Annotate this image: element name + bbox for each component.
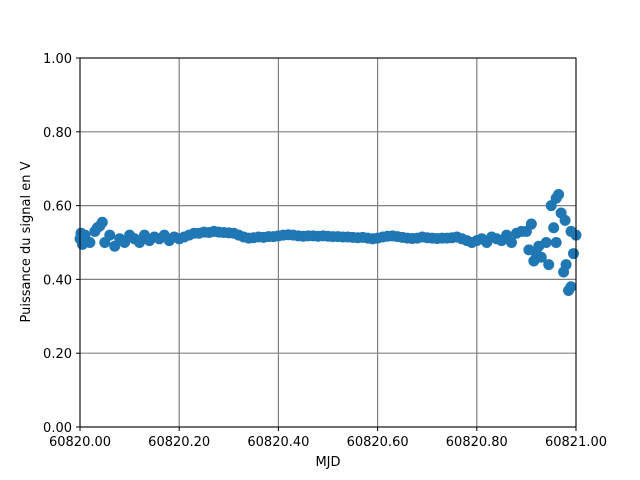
y-tick-label: 0.40 xyxy=(43,273,72,288)
ticks: 60820.00 60820.20 60820.40 60820.60 60820.80… xyxy=(43,52,607,450)
data-point xyxy=(543,259,555,271)
y-tick-label: 0.60 xyxy=(43,200,72,215)
data-point xyxy=(525,218,537,230)
points xyxy=(74,189,582,296)
data-point xyxy=(76,238,88,250)
data-point xyxy=(565,225,577,237)
plot-frame xyxy=(79,57,577,428)
y-axis-label: Puissance du signal en V xyxy=(19,161,34,322)
x-tick-label: 60820.20 xyxy=(148,435,210,450)
data-point xyxy=(568,248,580,260)
data-point xyxy=(523,244,535,256)
data-point xyxy=(104,229,116,241)
data-point xyxy=(559,214,571,226)
data-point xyxy=(91,222,103,234)
y-tick-label: 0.00 xyxy=(43,421,72,436)
data-point xyxy=(533,240,545,252)
x-tick-label: 60820.60 xyxy=(347,435,409,450)
data-point xyxy=(563,284,575,296)
data-point xyxy=(558,266,570,278)
x-axis-label: MJD xyxy=(315,455,340,470)
data-point xyxy=(550,237,562,248)
data-point xyxy=(548,222,560,234)
x-tick-label: 60820.00 xyxy=(49,435,111,450)
y-tick-label: 0.20 xyxy=(43,347,72,362)
y-tick-label: 0.80 xyxy=(43,126,72,141)
x-tick-label: 60820.80 xyxy=(446,435,508,450)
data-point xyxy=(553,189,565,201)
x-tick-label: 60820.40 xyxy=(247,435,309,450)
x-tick-label: 60821.00 xyxy=(545,435,607,450)
data-point xyxy=(528,255,540,267)
data-point xyxy=(75,227,87,239)
data-point xyxy=(506,237,518,248)
y-tick-label: 1.00 xyxy=(43,52,72,67)
